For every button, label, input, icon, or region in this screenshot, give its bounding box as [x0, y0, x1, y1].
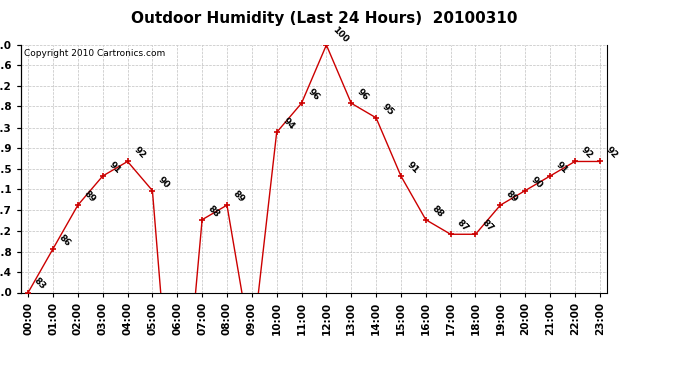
Text: 87: 87	[455, 218, 470, 234]
Text: 69: 69	[0, 374, 1, 375]
Text: 94: 94	[281, 116, 296, 132]
Text: Outdoor Humidity (Last 24 Hours)  20100310: Outdoor Humidity (Last 24 Hours) 2010031…	[131, 11, 518, 26]
Text: 96: 96	[306, 87, 321, 102]
Text: 83: 83	[32, 276, 48, 292]
Text: 92: 92	[579, 146, 594, 161]
Text: 92: 92	[132, 146, 147, 161]
Text: 89: 89	[82, 189, 97, 204]
Text: 79: 79	[0, 374, 1, 375]
Text: 92: 92	[604, 146, 619, 161]
Text: 91: 91	[554, 160, 569, 175]
Text: 90: 90	[157, 175, 172, 190]
Text: 88: 88	[206, 204, 221, 219]
Text: 86: 86	[57, 233, 72, 248]
Text: 95: 95	[380, 102, 395, 117]
Text: 96: 96	[355, 87, 371, 102]
Text: 89: 89	[504, 189, 520, 204]
Text: 88: 88	[430, 204, 445, 219]
Text: 91: 91	[405, 160, 420, 175]
Text: Copyright 2010 Cartronics.com: Copyright 2010 Cartronics.com	[23, 49, 165, 58]
Text: 100: 100	[331, 25, 350, 44]
Text: 87: 87	[480, 218, 495, 234]
Text: 91: 91	[107, 160, 122, 175]
Text: 89: 89	[231, 189, 246, 204]
Text: 90: 90	[529, 175, 544, 190]
